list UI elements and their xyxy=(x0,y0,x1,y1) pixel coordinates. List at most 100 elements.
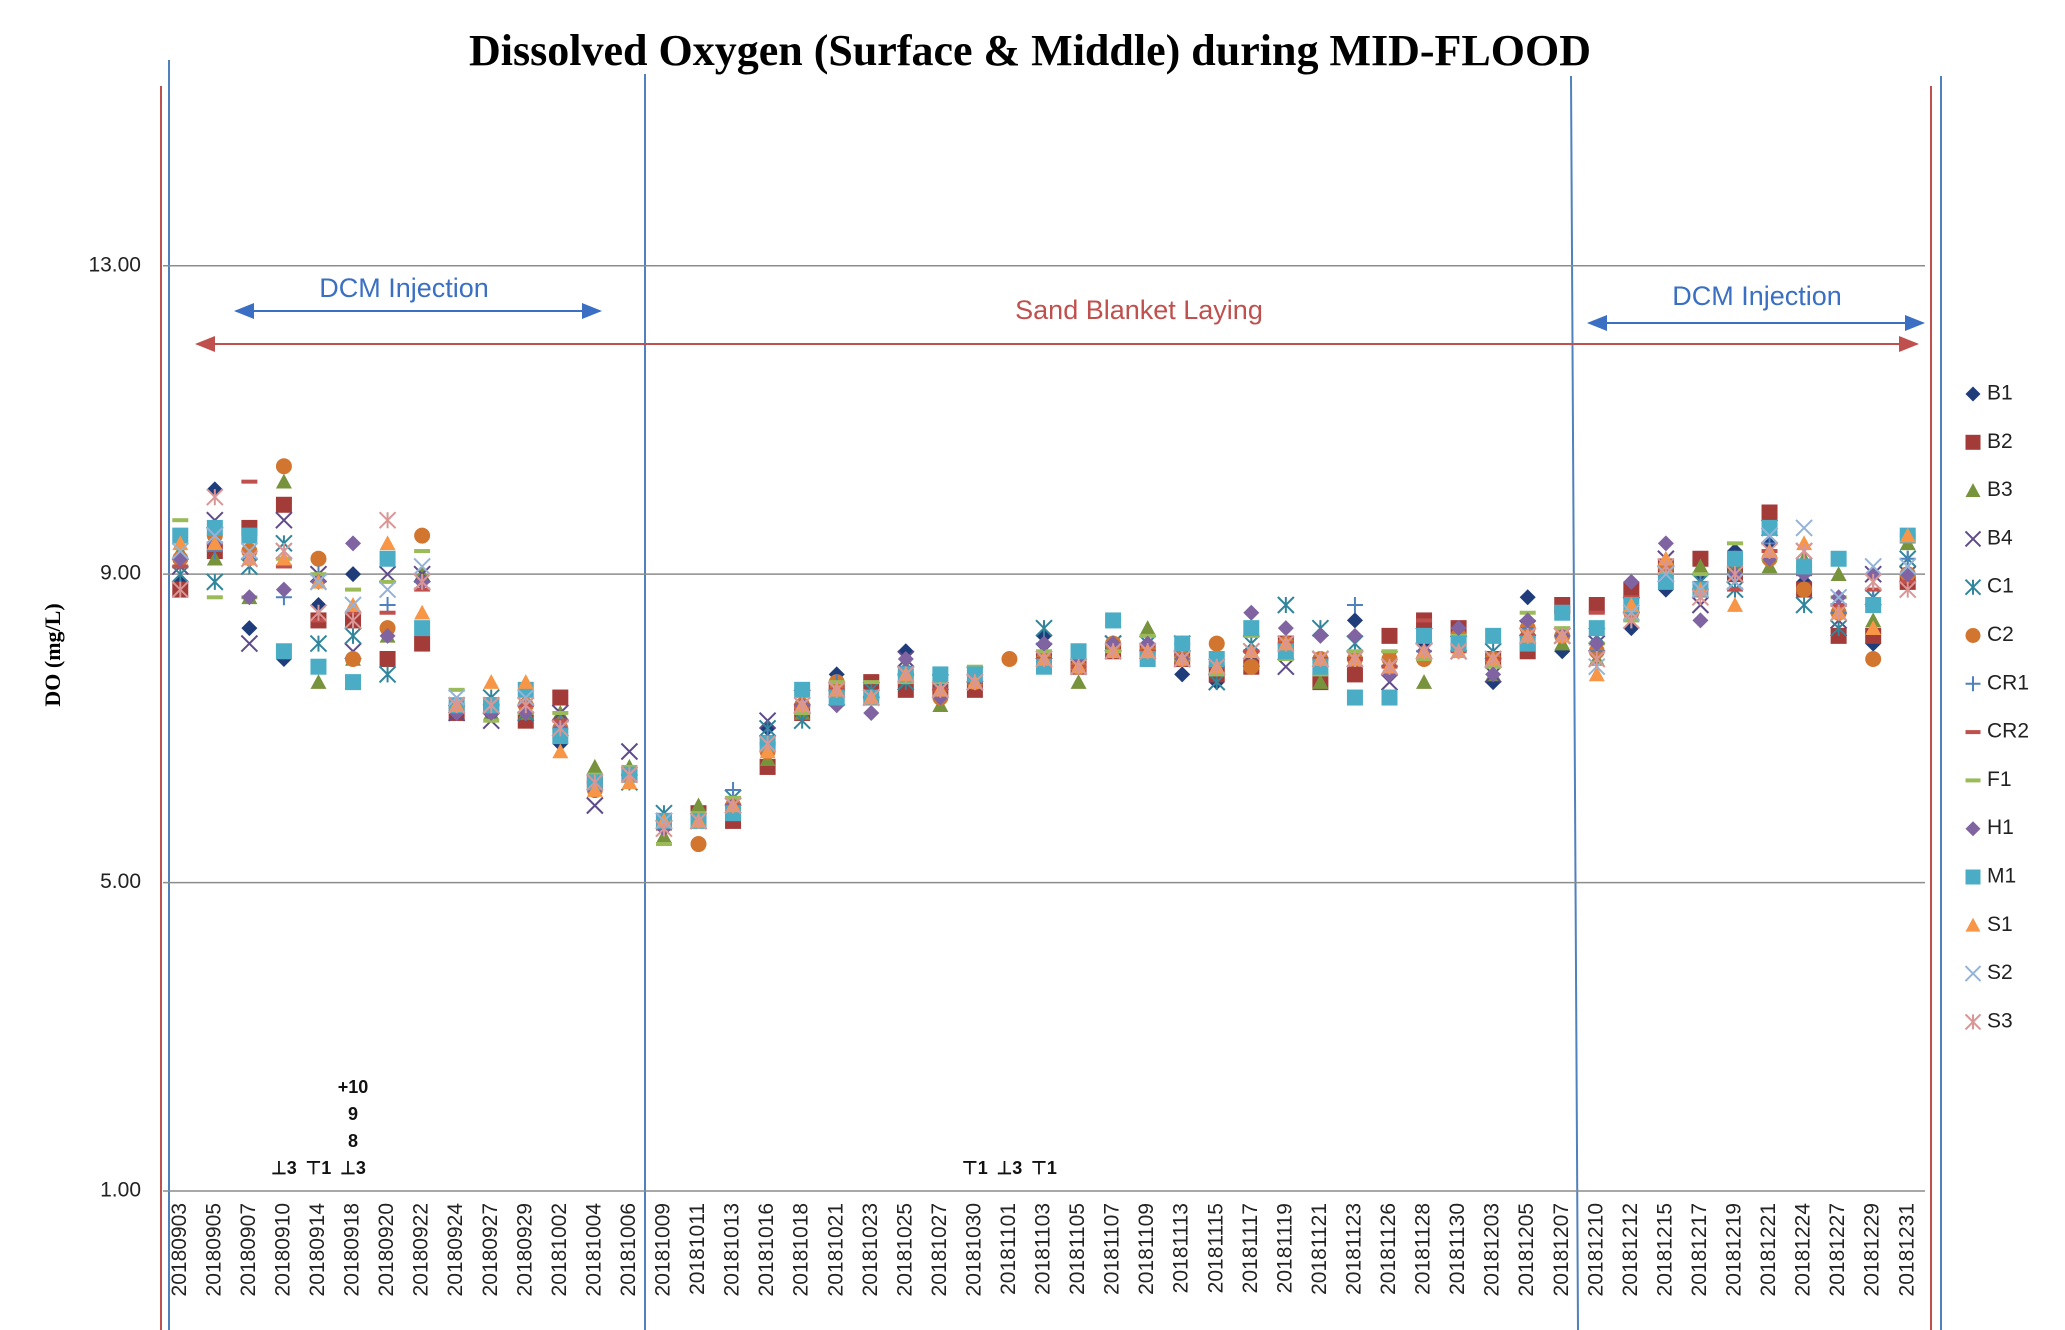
point xyxy=(1761,504,1778,521)
x-tick-label: 20180918 xyxy=(341,1203,364,1296)
x-tick-label: 20181113 xyxy=(1170,1203,1193,1293)
point xyxy=(414,527,431,544)
point xyxy=(1899,557,1917,576)
point xyxy=(1381,689,1398,706)
point xyxy=(897,665,915,684)
point xyxy=(863,680,880,685)
point xyxy=(586,758,603,774)
point xyxy=(345,535,362,552)
point xyxy=(1070,674,1087,689)
x-tick-label: 20181103 xyxy=(1032,1203,1055,1295)
point xyxy=(1208,673,1226,691)
legend-marker xyxy=(1965,821,1981,837)
point xyxy=(1346,666,1363,683)
point xyxy=(1795,596,1813,614)
x-tick-label: 20181025 xyxy=(893,1203,916,1296)
point xyxy=(344,611,362,630)
point xyxy=(1450,620,1467,637)
point xyxy=(517,696,535,714)
point xyxy=(344,596,362,614)
point xyxy=(379,535,396,551)
point xyxy=(932,666,949,683)
legend-label: C2 xyxy=(1987,623,2014,646)
x-tick-label: 20181006 xyxy=(617,1203,640,1296)
point xyxy=(1036,635,1052,652)
point xyxy=(620,742,639,761)
point xyxy=(586,773,604,792)
legend-marker xyxy=(1965,386,1981,402)
point xyxy=(379,550,396,567)
point xyxy=(1139,620,1156,635)
x-tick-label: 20181030 xyxy=(962,1203,985,1296)
y-tick-label: 5.00 xyxy=(100,870,141,893)
point xyxy=(1864,557,1882,576)
point xyxy=(1899,550,1916,567)
point xyxy=(1346,597,1363,614)
point xyxy=(378,511,397,529)
x-tick-label: 20181205 xyxy=(1515,1203,1538,1296)
x-tick-label: 20180903 xyxy=(168,1203,191,1296)
point xyxy=(1864,573,1882,591)
x-tick-label: 20180907 xyxy=(237,1203,260,1296)
point xyxy=(310,550,327,567)
point xyxy=(378,565,397,583)
x-tick-label: 20180922 xyxy=(410,1203,433,1296)
y-tick-label: 1.00 xyxy=(100,1179,141,1202)
point xyxy=(1070,643,1087,660)
point xyxy=(1312,674,1329,689)
points xyxy=(171,458,1917,853)
point xyxy=(1035,619,1053,637)
point xyxy=(1277,657,1295,676)
point xyxy=(171,565,189,583)
point xyxy=(206,526,224,545)
point xyxy=(1692,558,1709,574)
point xyxy=(275,511,293,529)
point xyxy=(1829,619,1848,637)
point xyxy=(1726,550,1743,567)
legend-label: B2 xyxy=(1987,430,2013,453)
point xyxy=(171,580,189,599)
x-tick-label: 20181004 xyxy=(582,1203,605,1297)
point xyxy=(240,550,259,568)
point xyxy=(1865,650,1882,667)
x-tick-label: 20181229 xyxy=(1861,1203,1884,1296)
x-tick-label: 20181013 xyxy=(721,1203,744,1296)
point xyxy=(725,782,742,799)
x-tick-label: 20181219 xyxy=(1723,1203,1746,1296)
point xyxy=(379,610,396,615)
x-tick-label: 20181123 xyxy=(1342,1203,1365,1295)
point xyxy=(1035,650,1053,668)
x-tick-label: 20181107 xyxy=(1101,1203,1124,1295)
weather-mark: 9 xyxy=(348,1104,358,1124)
point xyxy=(310,658,327,675)
x-tick-label: 20181207 xyxy=(1550,1203,1573,1296)
weather-mark: ⊤1 xyxy=(962,1158,988,1178)
legend-label: B1 xyxy=(1987,382,2013,405)
point xyxy=(1519,612,1536,629)
point xyxy=(1380,657,1399,676)
point xyxy=(344,627,362,645)
point xyxy=(1553,627,1571,645)
annotation: DCM Injection xyxy=(319,273,489,303)
point xyxy=(1001,650,1018,667)
x-tick-label: 20180924 xyxy=(444,1203,467,1297)
point xyxy=(1761,519,1778,536)
point xyxy=(1174,635,1191,652)
point xyxy=(1381,649,1398,654)
point xyxy=(863,704,880,721)
point xyxy=(1346,612,1363,629)
legend-marker xyxy=(1965,778,1981,783)
point xyxy=(1208,635,1225,652)
point xyxy=(378,665,397,684)
point xyxy=(1518,627,1537,645)
point xyxy=(1726,597,1743,612)
point xyxy=(309,634,328,653)
point xyxy=(1726,587,1743,592)
legend-marker xyxy=(1965,730,1981,735)
point xyxy=(827,681,846,699)
point xyxy=(1208,657,1226,676)
point xyxy=(1691,588,1710,607)
point xyxy=(482,696,500,714)
legend-marker xyxy=(1965,434,1981,450)
x-tick-label: 20181126 xyxy=(1377,1203,1400,1295)
